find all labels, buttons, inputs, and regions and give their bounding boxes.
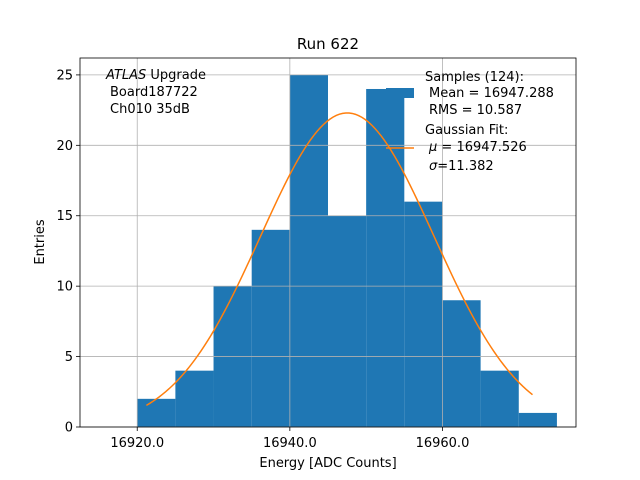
legend-swatch-samples	[386, 88, 414, 98]
y-axis-label: Entries	[33, 219, 48, 265]
legend-mu-value: = 16947.526	[437, 140, 526, 155]
histogram-bar-6	[366, 88, 405, 427]
gaussian-fit-curve	[146, 112, 533, 407]
y-axis-ticks: 0 5 10 15 20 25	[56, 68, 80, 436]
legend-mu-symbol: μ	[428, 140, 437, 155]
histogram-bar-4	[289, 74, 328, 428]
legend-fit-label: Gaussian Fit:	[425, 123, 508, 138]
board-label: Board187722	[110, 85, 198, 100]
x-tick-label-0: 16920.0	[110, 436, 164, 451]
x-axis-ticks: 16920.0 16940.0 16960.0	[110, 427, 469, 451]
histogram-bar-9	[480, 370, 519, 427]
y-tick-label-3: 15	[56, 209, 73, 224]
histogram-bar-8	[442, 300, 481, 427]
y-tick-label-0: 0	[65, 421, 73, 436]
histogram-bar-3	[251, 229, 290, 427]
legend-sigma-symbol: σ	[429, 159, 438, 174]
y-tick-label-5: 25	[56, 68, 73, 83]
y-tick-label-4: 20	[56, 139, 73, 154]
histogram-bar-1	[175, 370, 214, 427]
histogram-bar-0	[137, 398, 176, 427]
legend-mu: μ = 16947.526	[428, 140, 527, 155]
legend: Samples (124): Mean = 16947.288 RMS = 10…	[386, 70, 554, 174]
plot-area-frame	[79, 57, 577, 428]
x-tick-label-2: 16960.0	[416, 436, 470, 451]
experiment-suffix: Upgrade	[146, 68, 206, 83]
histogram-bar-10	[518, 412, 557, 427]
y-tick-label-2: 10	[56, 280, 73, 295]
chart-title: Run 622	[297, 35, 359, 53]
x-axis-label: Energy [ADC Counts]	[259, 456, 396, 471]
histogram-bar-5	[328, 215, 367, 427]
x-tick-label-1: 16940.0	[263, 436, 317, 451]
legend-samples-label: Samples (124):	[425, 70, 524, 85]
channel-label: Ch010 35dB	[110, 102, 190, 117]
histogram-bar-7	[404, 201, 443, 427]
run-annotation: ATLAS Upgrade Board187722 Ch010 35dB	[105, 68, 206, 117]
legend-sigma-value: =11.382	[437, 159, 493, 174]
experiment-label: ATLAS Upgrade	[105, 68, 206, 83]
legend-mean: Mean = 16947.288	[429, 86, 554, 101]
histogram-bars	[137, 74, 557, 428]
y-tick-label-1: 5	[65, 350, 73, 365]
legend-rms: RMS = 10.587	[429, 103, 522, 118]
experiment-name: ATLAS	[105, 68, 146, 83]
legend-sigma: σ=11.382	[429, 159, 494, 174]
